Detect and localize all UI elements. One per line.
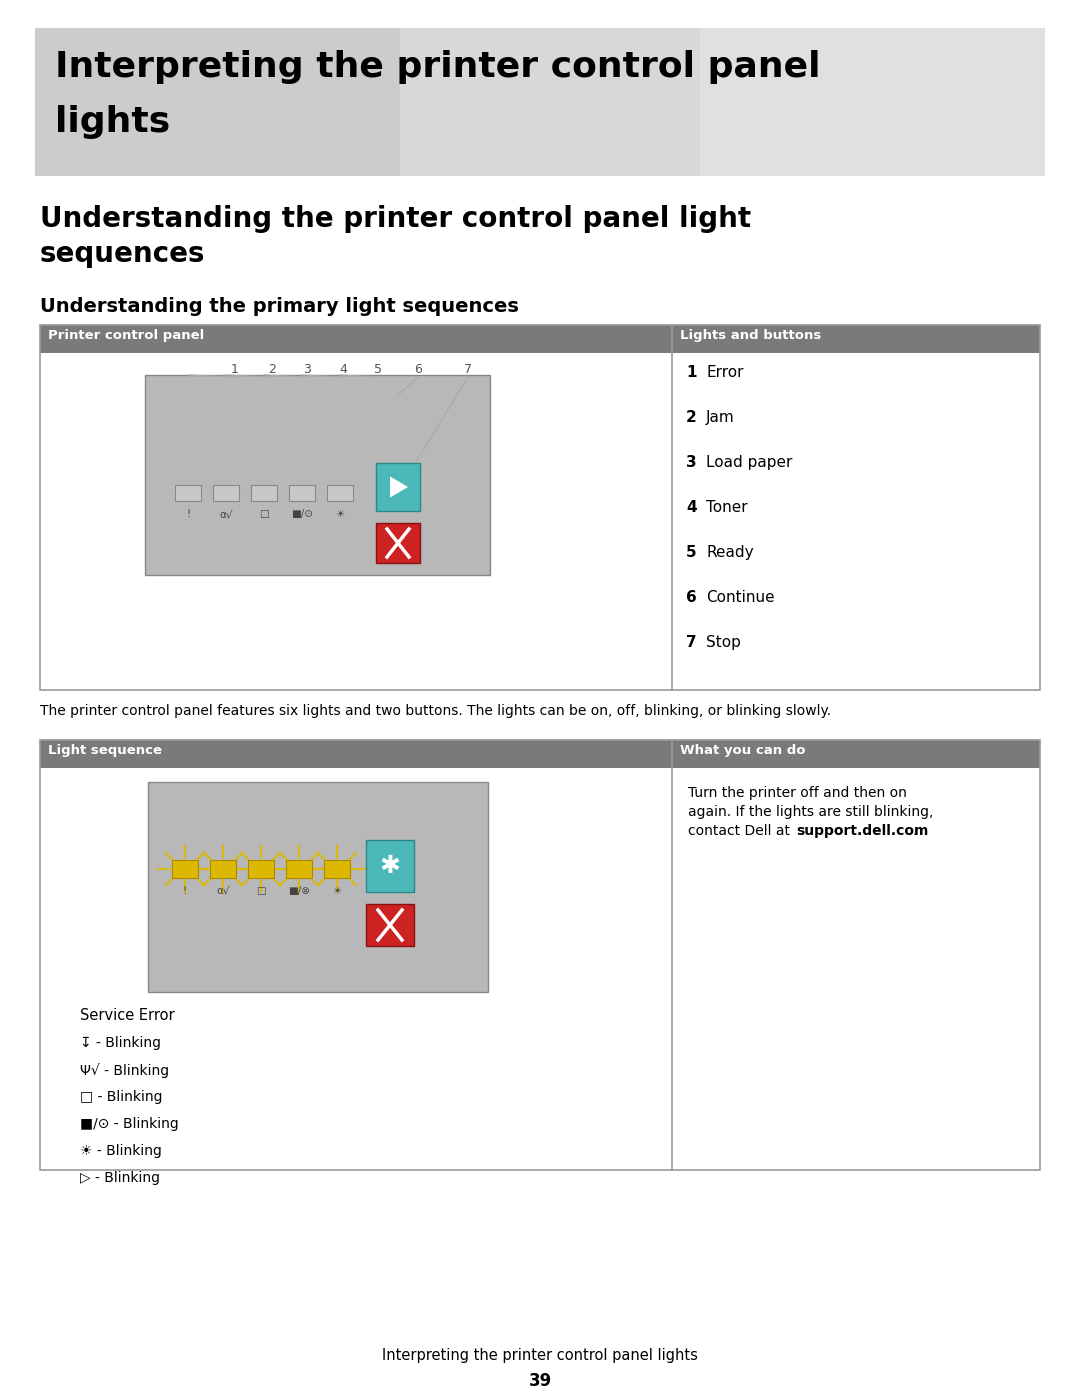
Text: 6: 6 (414, 363, 422, 376)
Text: .: . (912, 824, 916, 838)
Bar (210, 861, 237, 877)
Text: Ψ√ - Blinking: Ψ√ - Blinking (80, 1063, 170, 1077)
Text: 5: 5 (686, 545, 697, 560)
Text: α√: α√ (219, 509, 233, 520)
Bar (366, 840, 414, 893)
Text: □ - Blinking: □ - Blinking (80, 1090, 162, 1104)
Text: Understanding the printer control panel light: Understanding the printer control panel … (40, 205, 751, 233)
Text: □: □ (256, 886, 266, 895)
Text: ■/⊙: ■/⊙ (291, 509, 313, 520)
Bar (145, 374, 490, 576)
Bar (35, 28, 1045, 176)
Text: Lights and buttons: Lights and buttons (680, 330, 821, 342)
Bar (376, 522, 420, 563)
Bar (672, 326, 1040, 353)
Text: ■/⊗: ■/⊗ (288, 886, 310, 895)
Text: 3: 3 (303, 363, 311, 376)
Text: □: □ (259, 509, 269, 520)
Text: ■/⊙ - Blinking: ■/⊙ - Blinking (80, 1118, 179, 1132)
Text: The printer control panel features six lights and two buttons. The lights can be: The printer control panel features six l… (40, 704, 832, 718)
Text: ↧ - Blinking: ↧ - Blinking (80, 1037, 161, 1051)
Bar (148, 782, 488, 992)
Text: 39: 39 (528, 1372, 552, 1390)
Text: 3: 3 (686, 455, 697, 469)
Text: 2: 2 (686, 409, 697, 425)
Text: 1: 1 (686, 365, 697, 380)
Bar (40, 740, 1040, 1171)
Text: lights: lights (55, 105, 171, 138)
Bar (672, 740, 1040, 768)
Text: sequences: sequences (40, 240, 205, 268)
Text: Interpreting the printer control panel lights: Interpreting the printer control panel l… (382, 1348, 698, 1363)
Text: ✱: ✱ (379, 854, 401, 877)
Text: What you can do: What you can do (680, 745, 806, 757)
Text: ☀: ☀ (333, 886, 341, 895)
Bar (248, 861, 274, 877)
Text: 5: 5 (374, 363, 382, 376)
Text: Error: Error (706, 365, 743, 380)
Bar (286, 861, 312, 877)
Bar (376, 462, 420, 511)
Text: Continue: Continue (706, 590, 774, 605)
Text: 4: 4 (339, 363, 347, 376)
Text: Printer control panel: Printer control panel (48, 330, 204, 342)
Text: Service Error: Service Error (80, 1009, 175, 1023)
Bar (324, 861, 350, 877)
Text: ☀ - Blinking: ☀ - Blinking (80, 1144, 162, 1158)
Text: !: ! (186, 509, 190, 520)
Bar (327, 485, 353, 502)
Bar (40, 740, 672, 768)
Text: Toner: Toner (706, 500, 747, 515)
Text: again. If the lights are still blinking,: again. If the lights are still blinking, (688, 805, 933, 819)
Bar (40, 326, 672, 353)
Text: Load paper: Load paper (706, 455, 793, 469)
Text: 7: 7 (464, 363, 472, 376)
Text: support.dell.com: support.dell.com (796, 824, 929, 838)
Bar (700, 28, 1045, 176)
Text: Turn the printer off and then on: Turn the printer off and then on (688, 787, 907, 800)
Text: 6: 6 (686, 590, 697, 605)
Polygon shape (390, 476, 408, 497)
Text: contact Dell at: contact Dell at (688, 824, 795, 838)
Text: α√: α√ (216, 886, 230, 895)
Text: 7: 7 (686, 636, 697, 650)
Text: ☀: ☀ (336, 509, 345, 520)
Text: 1: 1 (231, 363, 239, 376)
Bar (289, 485, 315, 502)
Text: Light sequence: Light sequence (48, 745, 162, 757)
Bar (400, 28, 1045, 176)
Text: ▷ - Blinking: ▷ - Blinking (80, 1171, 160, 1185)
Text: 4: 4 (686, 500, 697, 515)
Text: !: ! (183, 886, 187, 895)
Bar (175, 485, 201, 502)
Text: Interpreting the printer control panel: Interpreting the printer control panel (55, 50, 821, 84)
Text: 2: 2 (268, 363, 275, 376)
Bar (251, 485, 276, 502)
Bar (172, 861, 198, 877)
Text: Ready: Ready (706, 545, 754, 560)
Bar (366, 904, 414, 946)
Text: Understanding the primary light sequences: Understanding the primary light sequence… (40, 298, 518, 316)
Bar (40, 326, 1040, 690)
Text: Stop: Stop (706, 636, 741, 650)
Text: Jam: Jam (706, 409, 734, 425)
Bar (213, 485, 239, 502)
